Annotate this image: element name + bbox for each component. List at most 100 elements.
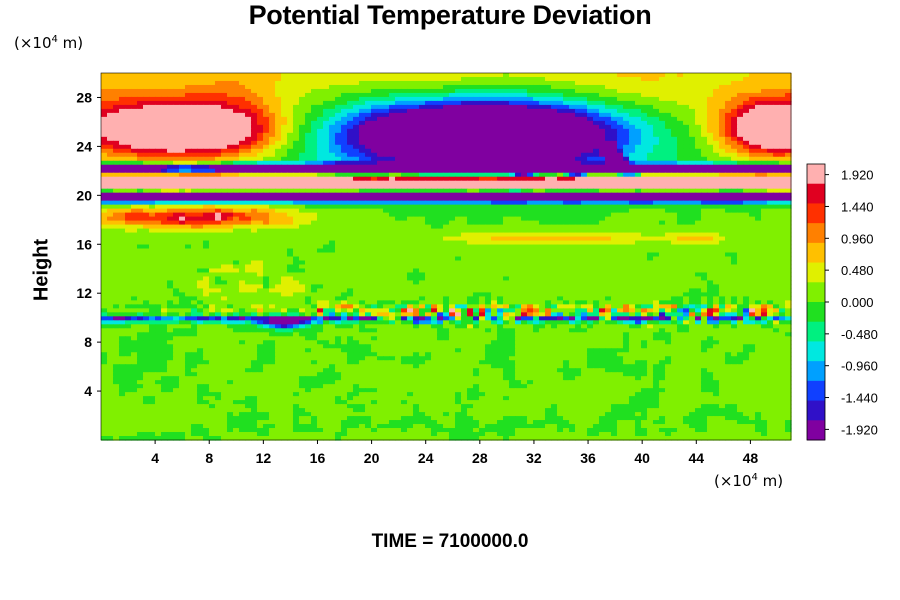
heatmap-cell: [263, 148, 270, 154]
heatmap-cell: [701, 176, 708, 182]
heatmap-cell: [713, 192, 720, 198]
heatmap-cell: [347, 204, 354, 210]
heatmap-cell: [473, 92, 480, 98]
heatmap-cell: [293, 120, 300, 126]
heatmap-cell: [527, 140, 534, 146]
heatmap-cell: [461, 168, 468, 174]
heatmap-cell: [197, 144, 204, 150]
heatmap-cell: [683, 148, 690, 154]
heatmap-cell: [635, 232, 642, 238]
heatmap-cell: [593, 84, 600, 90]
heatmap-cell: [773, 76, 780, 82]
heatmap-cell: [335, 120, 342, 126]
heatmap-cell: [767, 112, 774, 118]
heatmap-cell: [671, 148, 678, 154]
heatmap-cell: [359, 100, 366, 106]
heatmap-cell: [113, 224, 120, 230]
heatmap-cell: [431, 144, 438, 150]
heatmap-cell: [395, 180, 402, 186]
heatmap-cell: [383, 100, 390, 106]
heatmap-cell: [263, 156, 270, 162]
heatmap-cell: [491, 224, 498, 230]
heatmap-cell: [473, 200, 480, 206]
heatmap-cell: [755, 224, 762, 230]
heatmap-cell: [467, 92, 474, 98]
heatmap-cell: [473, 160, 480, 166]
heatmap-cell: [275, 200, 282, 206]
heatmap-cell: [383, 84, 390, 90]
heatmap-cell: [503, 136, 510, 142]
heatmap-cell: [377, 100, 384, 106]
heatmap-cell: [443, 176, 450, 182]
heatmap-cell: [251, 208, 258, 214]
heatmap-cell: [707, 100, 714, 106]
heatmap-cell: [779, 144, 786, 150]
heatmap-cell: [347, 192, 354, 198]
heatmap-cell: [329, 148, 336, 154]
heatmap-cell: [419, 108, 426, 114]
heatmap-cell: [383, 224, 390, 230]
heatmap-cell: [611, 136, 618, 142]
heatmap-cell: [617, 152, 624, 158]
heatmap-cell: [323, 116, 330, 122]
heatmap-cell: [575, 204, 582, 210]
heatmap-cell: [269, 188, 276, 194]
heatmap-cell: [317, 200, 324, 206]
heatmap-cell: [323, 228, 330, 234]
heatmap-cell: [227, 132, 234, 138]
heatmap-cell: [425, 204, 432, 210]
heatmap-cell: [767, 88, 774, 94]
heatmap-cell: [233, 136, 240, 142]
heatmap-cell: [227, 156, 234, 162]
heatmap-cell: [491, 88, 498, 94]
heatmap-cell: [245, 196, 252, 202]
heatmap-cell: [161, 228, 168, 234]
heatmap-cell: [107, 168, 114, 174]
heatmap-cell: [581, 188, 588, 194]
heatmap-cell: [569, 116, 576, 122]
heatmap-cell: [347, 220, 354, 226]
heatmap-cell: [569, 108, 576, 114]
heatmap-cell: [557, 92, 564, 98]
heatmap-cell: [149, 188, 156, 194]
heatmap-cell: [263, 112, 270, 118]
heatmap-cell: [365, 172, 372, 178]
heatmap-cell: [197, 176, 204, 182]
heatmap-cell: [731, 88, 738, 94]
heatmap-cell: [233, 180, 240, 186]
heatmap-cell: [593, 236, 600, 242]
heatmap-cell: [539, 180, 546, 186]
heatmap-cell: [365, 240, 372, 246]
heatmap-cell: [755, 136, 762, 142]
heatmap-cell: [173, 232, 180, 238]
heatmap-cell: [323, 100, 330, 106]
heatmap-cell: [413, 120, 420, 126]
heatmap-cell: [533, 164, 540, 170]
heatmap-cell: [227, 84, 234, 90]
heatmap-cell: [425, 208, 432, 214]
heatmap-cell: [389, 152, 396, 158]
heatmap-cell: [515, 108, 522, 114]
heatmap-cell: [491, 160, 498, 166]
heatmap-cell: [275, 128, 282, 134]
heatmap-cell: [659, 104, 666, 110]
heatmap-cell: [203, 224, 210, 230]
heatmap-cell: [629, 80, 636, 86]
heatmap-cell: [125, 176, 132, 182]
heatmap-cell: [695, 240, 702, 246]
heatmap-cell: [695, 208, 702, 214]
heatmap-cell: [293, 76, 300, 82]
heatmap-cell: [491, 148, 498, 154]
heatmap-cell: [617, 84, 624, 90]
heatmap-cell: [197, 88, 204, 94]
heatmap-cell: [323, 124, 330, 130]
heatmap-cell: [461, 152, 468, 158]
heatmap-cell: [275, 140, 282, 146]
heatmap-cell: [359, 244, 366, 250]
heatmap-cell: [221, 116, 228, 122]
heatmap-cell: [365, 184, 372, 190]
heatmap-cell: [569, 84, 576, 90]
heatmap-cell: [167, 88, 174, 94]
heatmap-cell: [755, 216, 762, 222]
heatmap-cell: [569, 160, 576, 166]
